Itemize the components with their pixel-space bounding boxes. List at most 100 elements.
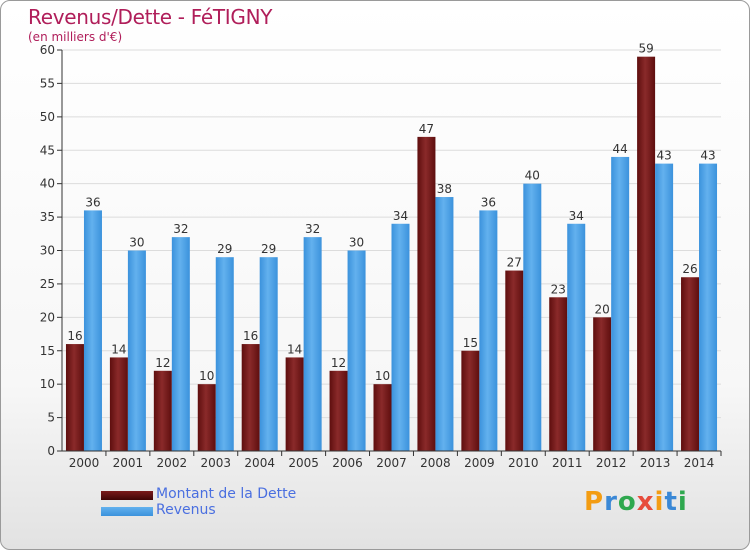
legend-swatch-debt <box>101 491 153 500</box>
bar-debt <box>549 297 568 451</box>
data-label-revenus: 34 <box>393 209 408 223</box>
bar-revenus <box>83 210 102 451</box>
bar-debt <box>681 277 700 451</box>
data-label-revenus: 43 <box>656 149 671 163</box>
bar-revenus <box>435 197 454 451</box>
data-label-debt: 15 <box>463 336 478 350</box>
bar-revenus <box>215 257 234 451</box>
x-tick-label: 2011 <box>552 456 583 470</box>
bar-debt <box>285 357 304 451</box>
data-label-debt: 26 <box>682 262 697 276</box>
bar-debt <box>373 384 392 451</box>
data-label-revenus: 34 <box>569 209 584 223</box>
logo-letter: x <box>636 487 655 517</box>
bar-debt <box>417 136 436 451</box>
y-tick-label: 0 <box>47 444 55 458</box>
bar-revenus <box>523 183 542 451</box>
x-tick-label: 2001 <box>113 456 144 470</box>
y-tick-label: 50 <box>40 110 55 124</box>
data-label-debt: 16 <box>67 329 82 343</box>
data-label-revenus: 43 <box>700 149 715 163</box>
bar-revenus <box>303 237 322 451</box>
data-label-revenus: 40 <box>525 169 540 183</box>
y-tick-label: 60 <box>40 43 55 57</box>
y-tick-label: 15 <box>40 344 55 358</box>
bar-revenus <box>699 163 718 451</box>
data-label-debt: 16 <box>243 329 258 343</box>
bar-revenus <box>567 223 586 451</box>
data-label-debt: 20 <box>595 302 610 316</box>
data-label-debt: 10 <box>375 369 390 383</box>
bar-debt <box>153 370 172 451</box>
legend-label-revenus: Revenus <box>156 502 216 518</box>
data-label-revenus: 30 <box>129 236 144 250</box>
y-tick-label: 5 <box>47 411 55 425</box>
logo-letter: i <box>677 487 688 517</box>
bar-debt <box>593 317 612 451</box>
data-label-debt: 27 <box>507 256 522 270</box>
y-tick-label: 45 <box>40 143 55 157</box>
x-tick-label: 2007 <box>376 456 407 470</box>
bar-debt <box>329 370 348 451</box>
bar-revenus <box>479 210 498 451</box>
bar-debt <box>241 344 260 451</box>
y-tick-label: 25 <box>40 277 55 291</box>
legend-swatch-revenus <box>101 507 153 516</box>
data-label-revenus: 30 <box>349 236 364 250</box>
logo-letter: r <box>604 487 618 517</box>
bar-revenus <box>347 250 366 451</box>
chart-subtitle: (en milliers d'€) <box>28 30 123 44</box>
y-tick-label: 20 <box>40 310 55 324</box>
logo-letter: i <box>654 487 665 517</box>
bar-debt <box>505 270 524 451</box>
y-tick-label: 10 <box>40 377 55 391</box>
logo-letter: o <box>617 487 637 517</box>
bar-revenus <box>391 223 410 451</box>
y-tick-label: 40 <box>40 177 55 191</box>
data-label-debt: 12 <box>331 356 346 370</box>
logo-letter: P <box>584 487 605 517</box>
bar-revenus <box>171 237 190 451</box>
x-tick-label: 2010 <box>508 456 539 470</box>
x-tick-label: 2000 <box>69 456 100 470</box>
x-tick-label: 2004 <box>244 456 275 470</box>
x-tick-label: 2013 <box>640 456 671 470</box>
x-tick-label: 2006 <box>332 456 363 470</box>
data-label-revenus: 44 <box>613 142 628 156</box>
data-label-revenus: 32 <box>305 222 320 236</box>
data-label-debt: 10 <box>199 369 214 383</box>
data-label-debt: 23 <box>551 282 566 296</box>
x-tick-label: 2014 <box>684 456 715 470</box>
chart-title: Revenus/Dette - FéTIGNY <box>28 5 273 29</box>
x-tick-label: 2008 <box>420 456 451 470</box>
y-tick-label: 35 <box>40 210 55 224</box>
data-label-debt: 47 <box>419 122 434 136</box>
logo-letter: t <box>664 487 678 517</box>
data-label-debt: 12 <box>155 356 170 370</box>
bar-revenus <box>127 250 146 451</box>
x-tick-label: 2002 <box>157 456 188 470</box>
legend-label-debt: Montant de la Dette <box>156 486 297 502</box>
data-label-debt: 14 <box>287 342 302 356</box>
x-tick-label: 2009 <box>464 456 495 470</box>
data-label-revenus: 29 <box>217 242 232 256</box>
x-tick-label: 2012 <box>596 456 627 470</box>
bar-debt <box>197 384 216 451</box>
data-label-revenus: 38 <box>437 182 452 196</box>
bar-debt <box>109 357 128 451</box>
bar-revenus <box>611 156 630 451</box>
proxiti-logo: Proxiti <box>584 487 688 517</box>
data-label-revenus: 36 <box>481 195 496 209</box>
bar-debt <box>65 344 84 451</box>
x-tick-label: 2003 <box>200 456 231 470</box>
bar-revenus <box>655 163 674 451</box>
y-tick-label: 30 <box>40 244 55 258</box>
bar-debt <box>461 350 480 451</box>
bar-debt <box>637 56 656 451</box>
bar-revenus <box>259 257 278 451</box>
x-tick-label: 2005 <box>288 456 319 470</box>
data-label-debt: 59 <box>638 42 653 56</box>
data-label-revenus: 36 <box>85 195 100 209</box>
